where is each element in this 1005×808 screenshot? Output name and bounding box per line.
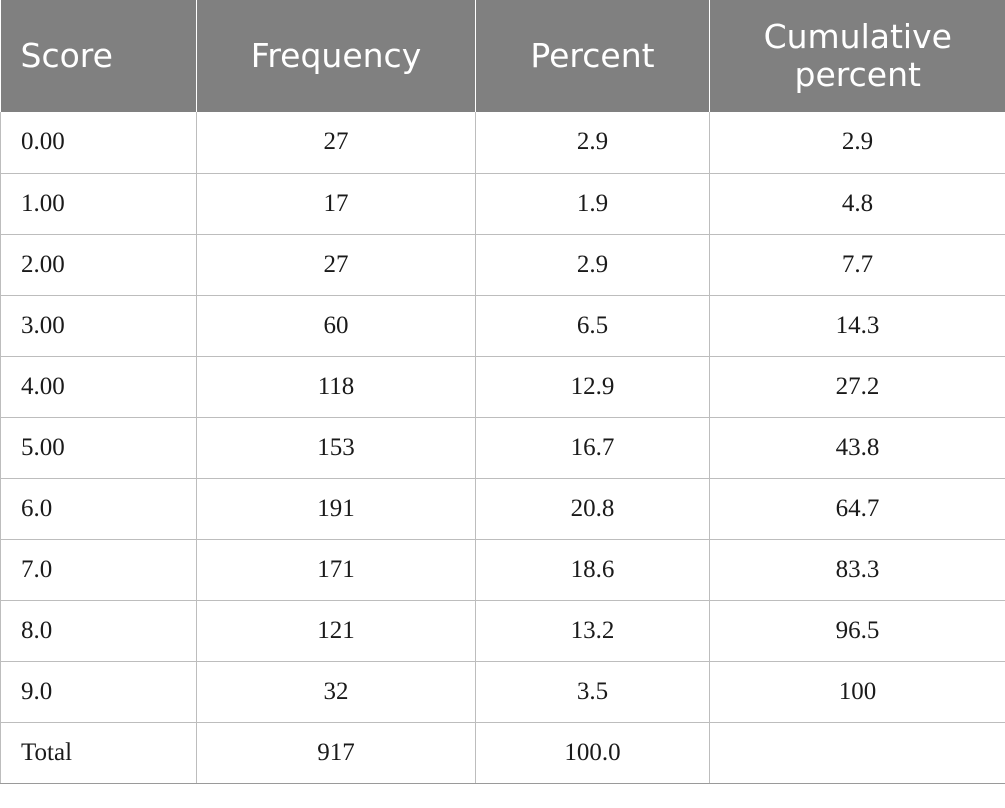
table-row: 1.00 17 1.9 4.8	[0, 173, 1005, 235]
cell-score: 2.00	[0, 234, 197, 296]
cell-score: 0.00	[0, 112, 197, 174]
cell-frequency: 121	[196, 600, 476, 662]
cell-percent: 13.2	[475, 600, 710, 662]
cell-score: 8.0	[0, 600, 197, 662]
table-row: 3.00 60 6.5 14.3	[0, 295, 1005, 357]
cell-percent: 18.6	[475, 539, 710, 601]
cell-score: 6.0	[0, 478, 197, 540]
cell-total-cumulative-percent	[709, 722, 1005, 784]
score-frequency-table: Score Frequency Percent Cumulative perce…	[0, 0, 1005, 784]
cell-cumulative-percent: 7.7	[709, 234, 1005, 296]
cell-score: 5.00	[0, 417, 197, 479]
cell-cumulative-percent: 83.3	[709, 539, 1005, 601]
cell-cumulative-percent: 2.9	[709, 112, 1005, 174]
cell-cumulative-percent: 64.7	[709, 478, 1005, 540]
cell-cumulative-percent: 14.3	[709, 295, 1005, 357]
cell-cumulative-percent: 96.5	[709, 600, 1005, 662]
cell-frequency: 118	[196, 356, 476, 418]
cell-frequency: 171	[196, 539, 476, 601]
cell-percent: 3.5	[475, 661, 710, 723]
cell-score: 4.00	[0, 356, 197, 418]
cell-percent: 2.9	[475, 112, 710, 174]
cell-percent: 12.9	[475, 356, 710, 418]
cell-score: 1.00	[0, 173, 197, 235]
table-row: 7.0 171 18.6 83.3	[0, 539, 1005, 601]
cell-frequency: 60	[196, 295, 476, 357]
table-row: 9.0 32 3.5 100	[0, 661, 1005, 723]
cell-frequency: 27	[196, 234, 476, 296]
cell-percent: 1.9	[475, 173, 710, 235]
header-cumulative-percent: Cumulative percent	[709, 0, 1005, 112]
table-row: 8.0 121 13.2 96.5	[0, 600, 1005, 662]
header-percent: Percent	[475, 0, 710, 112]
header-score: Score	[0, 0, 197, 112]
table-body: 0.00 27 2.9 2.9 1.00 17 1.9 4.8 2.00 27 …	[0, 112, 1005, 784]
cell-frequency: 32	[196, 661, 476, 723]
cell-score: 3.00	[0, 295, 197, 357]
cell-frequency: 153	[196, 417, 476, 479]
cell-percent: 20.8	[475, 478, 710, 540]
table-row: 6.0 191 20.8 64.7	[0, 478, 1005, 540]
cell-frequency: 17	[196, 173, 476, 235]
cell-frequency: 191	[196, 478, 476, 540]
total-row: Total 917 100.0	[0, 722, 1005, 784]
cell-total-label: Total	[0, 722, 197, 784]
header-frequency: Frequency	[196, 0, 476, 112]
cell-total-frequency: 917	[196, 722, 476, 784]
cell-score: 7.0	[0, 539, 197, 601]
table-row: 5.00 153 16.7 43.8	[0, 417, 1005, 479]
cell-frequency: 27	[196, 112, 476, 174]
cell-score: 9.0	[0, 661, 197, 723]
table-row: 4.00 118 12.9 27.2	[0, 356, 1005, 418]
cell-percent: 16.7	[475, 417, 710, 479]
cell-percent: 2.9	[475, 234, 710, 296]
cell-cumulative-percent: 4.8	[709, 173, 1005, 235]
table-header: Score Frequency Percent Cumulative perce…	[0, 0, 1005, 112]
cell-total-percent: 100.0	[475, 722, 710, 784]
cell-percent: 6.5	[475, 295, 710, 357]
cell-cumulative-percent: 43.8	[709, 417, 1005, 479]
table-row: 0.00 27 2.9 2.9	[0, 112, 1005, 174]
cell-cumulative-percent: 100	[709, 661, 1005, 723]
table-row: 2.00 27 2.9 7.7	[0, 234, 1005, 296]
cell-cumulative-percent: 27.2	[709, 356, 1005, 418]
header-row: Score Frequency Percent Cumulative perce…	[0, 0, 1005, 112]
